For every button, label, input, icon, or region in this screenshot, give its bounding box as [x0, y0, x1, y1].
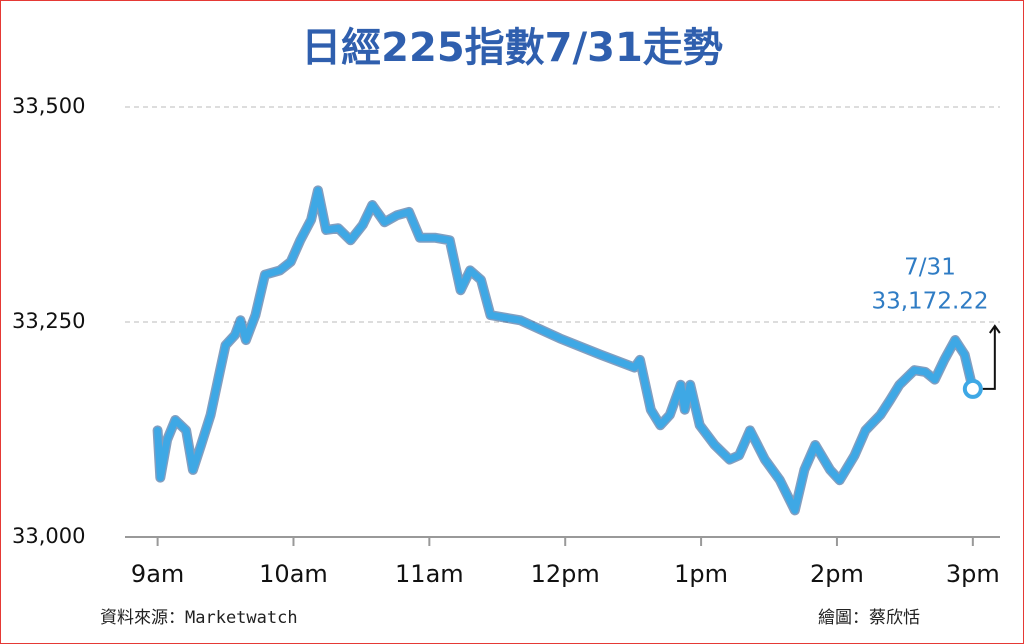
end-arrow — [989, 324, 1001, 334]
annotation-value: 33,172.22 — [871, 289, 988, 315]
line-series — [154, 186, 977, 514]
end-point — [962, 378, 983, 399]
chart-title: 日經225指數7/31走勢 — [301, 25, 723, 71]
x-tick-label: 12pm — [531, 560, 600, 588]
x-tick-label: 10am — [259, 560, 328, 588]
y-tick-label: 33,250 — [12, 309, 85, 333]
end-bracket — [982, 326, 996, 390]
annotation-date: 7/31 — [904, 255, 956, 281]
x-tick-label: 1pm — [674, 560, 728, 588]
credit: 繪圖：蔡欣恬 — [818, 608, 920, 628]
x-tick-label: 11am — [395, 560, 464, 588]
x-tick-label: 9am — [131, 560, 184, 588]
x-tick-label: 3pm — [946, 560, 1000, 588]
source: 資料來源：Marketwatch — [100, 608, 298, 628]
y-tick-label: 33,500 — [12, 94, 85, 118]
y-tick-label: 33,000 — [12, 524, 85, 548]
x-tick-label: 2pm — [810, 560, 864, 588]
